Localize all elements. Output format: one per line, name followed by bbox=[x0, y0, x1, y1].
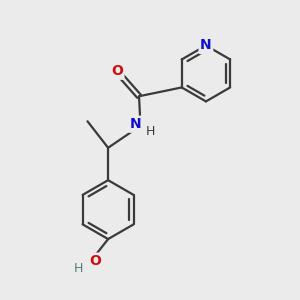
Text: H: H bbox=[74, 262, 83, 275]
Text: N: N bbox=[129, 117, 141, 131]
Text: N: N bbox=[200, 38, 212, 52]
Text: O: O bbox=[89, 254, 101, 268]
Text: O: O bbox=[111, 64, 123, 78]
Text: H: H bbox=[146, 124, 155, 137]
